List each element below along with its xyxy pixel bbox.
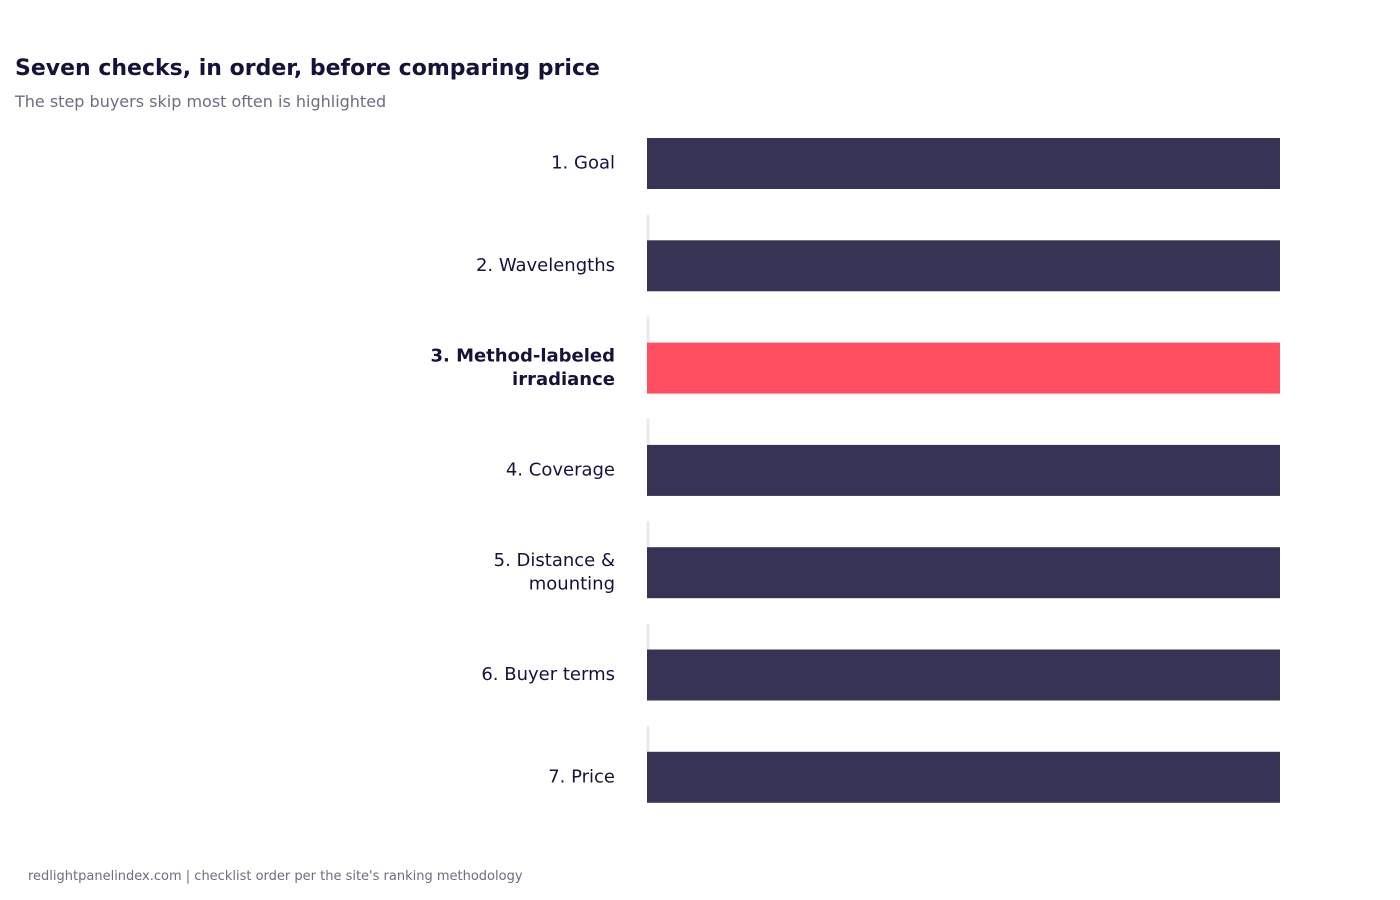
bar [647, 240, 1280, 292]
chart-subtitle: The step buyers skip most often is highl… [15, 92, 387, 111]
source-note: redlightpanelindex.com | checklist order… [28, 869, 523, 884]
bar [647, 751, 1280, 803]
chart-title: Seven checks, in order, before comparing… [15, 56, 600, 81]
category-label-line: 7. Price [548, 766, 615, 787]
category-label: 7. Price [548, 766, 615, 787]
category-label: 2. Wavelengths [476, 255, 615, 276]
bar [647, 444, 1280, 496]
category-label-line: mounting [529, 573, 615, 594]
category-label: 3. Method-labeled irradiance [430, 345, 615, 390]
bar [647, 138, 1280, 189]
category-label-line: irradiance [512, 369, 615, 390]
category-label-line: 6. Buyer terms [481, 664, 615, 685]
bar [647, 649, 1280, 701]
category-label-line: 5. Distance & [494, 550, 615, 571]
category-label: 1. Goal [551, 153, 615, 174]
category-label: 5. Distance & mounting [494, 550, 615, 595]
bar [647, 547, 1280, 599]
category-label-line: 3. Method-labeled [430, 345, 615, 366]
category-label-line: 1. Goal [551, 153, 615, 174]
bar-highlighted [647, 342, 1280, 394]
category-label: 6. Buyer terms [481, 664, 615, 685]
category-label-line: 2. Wavelengths [476, 255, 615, 276]
category-label: 4. Coverage [506, 459, 615, 480]
category-label-line: 4. Coverage [506, 459, 615, 480]
